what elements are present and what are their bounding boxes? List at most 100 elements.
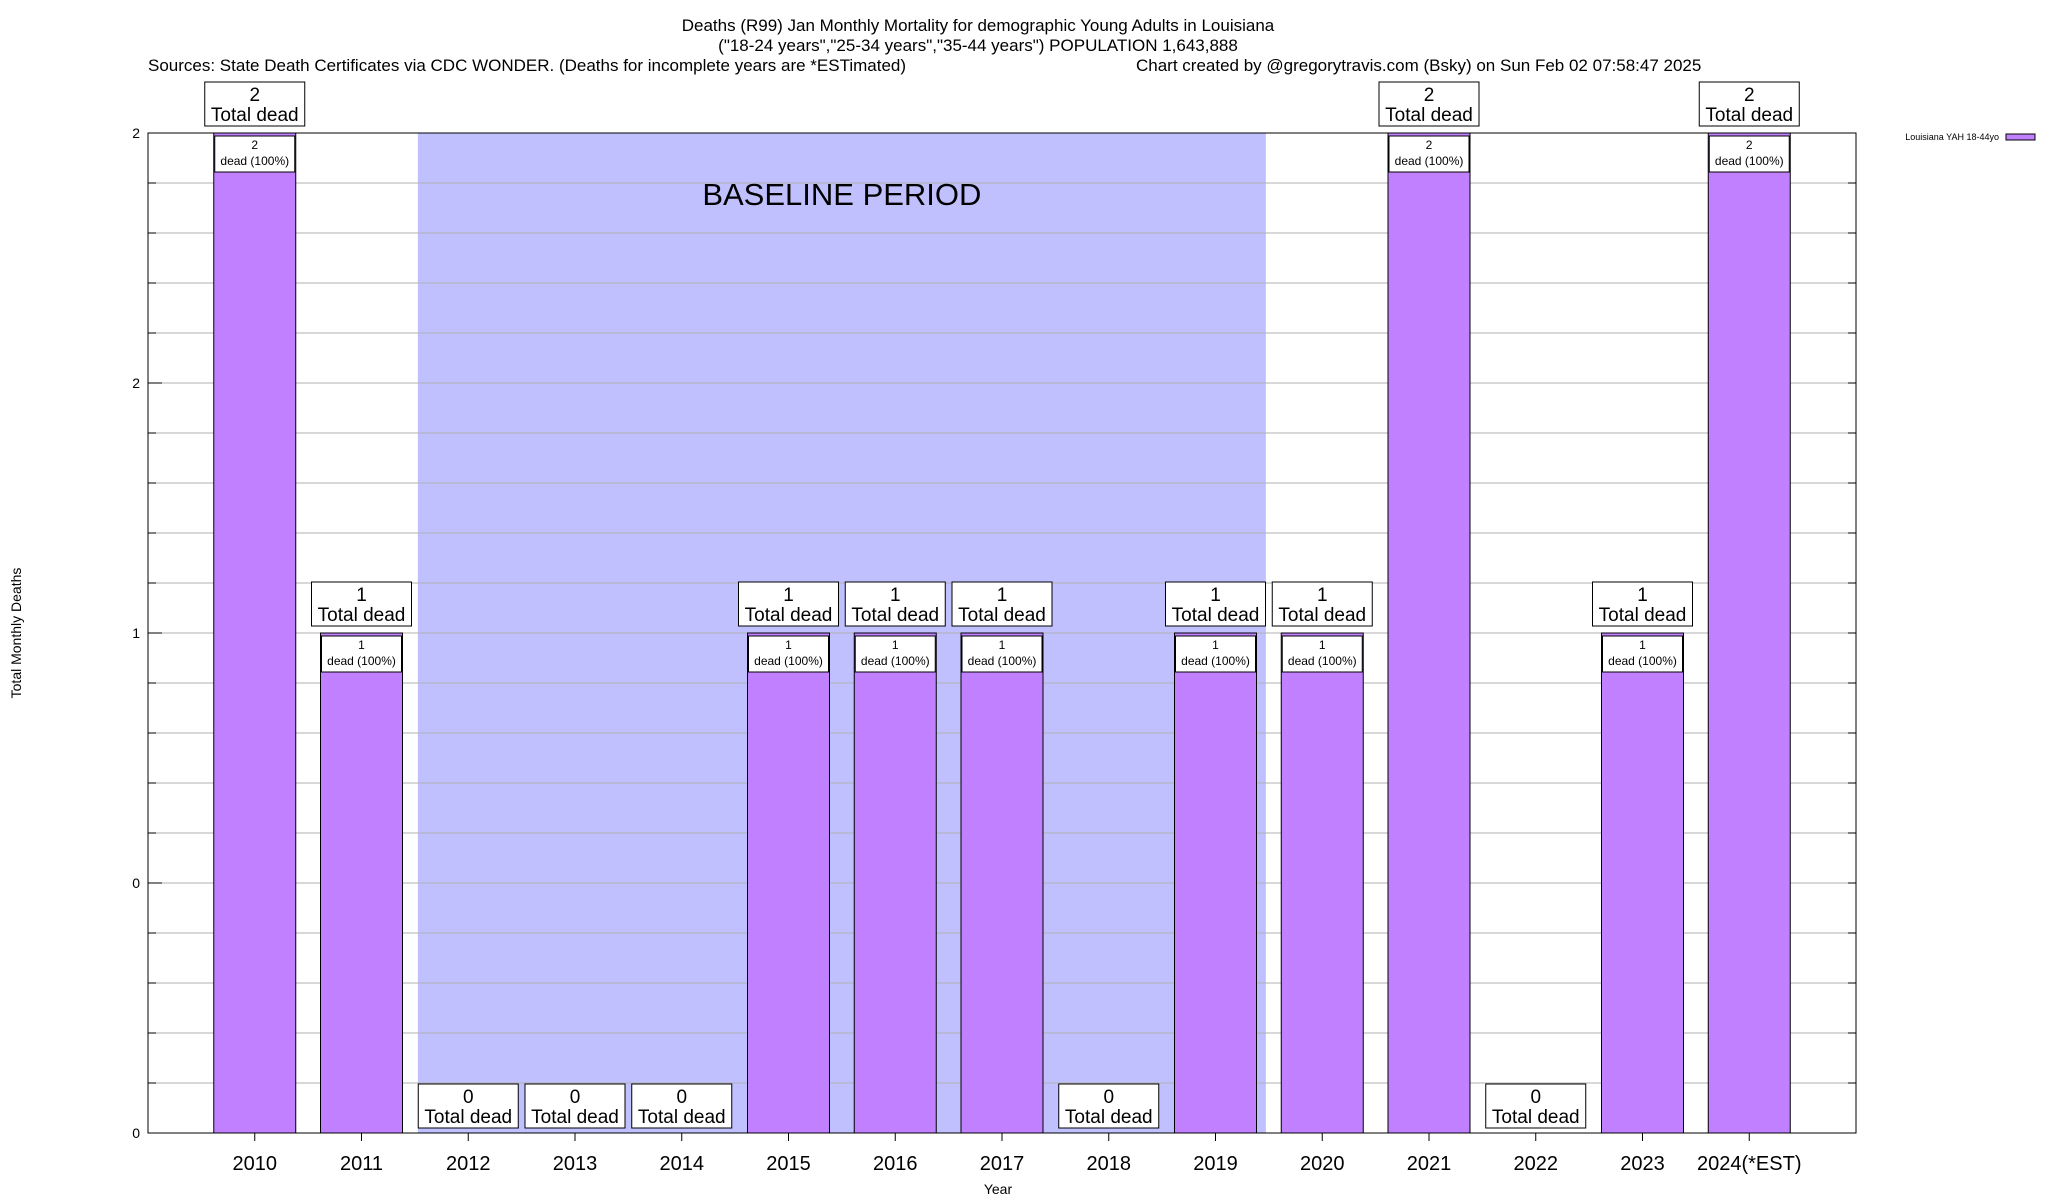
total-label-value: 0 — [463, 1087, 474, 1108]
bar-inner-label-box — [1708, 135, 1790, 173]
total-label-value: 0 — [1530, 1087, 1541, 1108]
total-label-text: Total dead — [211, 105, 299, 126]
bar-inner-label-text: dead (100%) — [1715, 154, 1784, 168]
bar-inner-label-box — [1388, 135, 1470, 173]
total-label-text: Total dead — [745, 605, 833, 626]
total-label-text: Total dead — [638, 1107, 726, 1128]
total-label-text: Total dead — [1599, 605, 1687, 626]
bar-inner-label-value: 2 — [1426, 138, 1433, 152]
total-label-box — [738, 581, 839, 627]
total-label-text: Total dead — [1492, 1107, 1580, 1128]
bar — [1707, 132, 1791, 1134]
y-tick-label: 2 — [132, 375, 140, 391]
bar-inner-label-text: dead (100%) — [220, 154, 289, 168]
bar-inner-label-box — [214, 135, 296, 173]
bar-inner-label-value: 1 — [892, 638, 899, 652]
y-tick-label: 0 — [132, 875, 140, 891]
x-tick-label: 2024(*EST) — [1697, 1153, 1802, 1175]
baseline-period-label: BASELINE PERIOD — [702, 177, 981, 212]
x-tick-label: 2021 — [1407, 1153, 1452, 1175]
total-label-value: 1 — [1317, 585, 1328, 606]
chart-title-block: Deaths (R99) Jan Monthly Mortality for d… — [148, 16, 1701, 75]
bar-inner-label-text: dead (100%) — [754, 654, 823, 668]
bar — [320, 632, 403, 1134]
bar-inner-label-value: 1 — [358, 638, 365, 652]
bar — [213, 132, 297, 1134]
total-label-box — [1058, 1083, 1160, 1129]
bar-inner-label-box — [854, 635, 936, 673]
total-label-text: Total dead — [318, 605, 406, 626]
legend-swatch — [2005, 133, 2036, 141]
total-label-value: 0 — [570, 1087, 581, 1108]
total-label-box — [631, 1083, 733, 1129]
total-label-value: 1 — [356, 585, 367, 606]
chart-sources: Sources: State Death Certificates via CD… — [148, 56, 906, 75]
bar-inner-label-box — [961, 635, 1043, 673]
bar-inner-label-box — [1175, 635, 1256, 673]
x-tick-label: 2015 — [766, 1153, 811, 1175]
total-label-value: 1 — [1637, 585, 1648, 606]
total-label-box — [1592, 581, 1693, 627]
total-label-box — [1698, 81, 1800, 127]
y-tick-label: 2 — [132, 125, 140, 141]
y-tick-label: 1 — [132, 625, 140, 641]
bar — [1601, 632, 1684, 1134]
total-label-text: Total dead — [424, 1107, 512, 1128]
legend: Louisiana YAH 18-44yo — [1905, 132, 2036, 142]
bar-inner-label-value: 1 — [785, 638, 792, 652]
x-tick-label: 2013 — [553, 1153, 598, 1175]
x-tick-label: 2020 — [1300, 1153, 1345, 1175]
x-tick-label: 2011 — [340, 1153, 383, 1175]
x-tick-label: 2022 — [1514, 1153, 1559, 1175]
total-label-value: 2 — [1424, 85, 1435, 106]
bar-inner-label-value: 1 — [999, 638, 1006, 652]
bar — [747, 632, 830, 1134]
bar-inner-label-value: 2 — [1746, 138, 1753, 152]
bar-inner-label-box — [321, 635, 402, 673]
total-label-box — [1165, 581, 1266, 627]
x-tick-label: 2018 — [1087, 1153, 1132, 1175]
bar — [1174, 632, 1257, 1134]
total-label-text: Total dead — [1385, 105, 1473, 126]
total-label-box — [524, 1083, 626, 1129]
total-label-box — [844, 581, 946, 627]
bar — [960, 632, 1044, 1134]
total-label-value: 2 — [249, 85, 260, 106]
total-label-box — [1485, 1083, 1587, 1129]
bar-inner-label-value: 1 — [1212, 638, 1219, 652]
bar-inner-label-text: dead (100%) — [1288, 654, 1357, 668]
y-axis-title: Total Monthly Deaths — [8, 568, 24, 699]
bar-inner-label-text: dead (100%) — [1181, 654, 1250, 668]
total-label-text: Total dead — [851, 605, 939, 626]
chart-subtitle: ("18-24 years","25-34 years","35-44 year… — [718, 36, 1238, 55]
total-label-value: 1 — [1210, 585, 1221, 606]
bar-inner-label-box — [748, 635, 829, 673]
total-label-value: 1 — [890, 585, 901, 606]
x-tick-label: 2016 — [873, 1153, 918, 1175]
bar-inner-label-value: 1 — [1319, 638, 1326, 652]
total-label-box — [1271, 581, 1373, 627]
x-tick-label: 2017 — [980, 1153, 1025, 1175]
x-tick-label: 2010 — [233, 1153, 278, 1175]
total-label-text: Total dead — [531, 1107, 619, 1128]
total-label-value: 2 — [1744, 85, 1755, 106]
bar-inner-label-value: 2 — [251, 138, 258, 152]
total-label-value: 0 — [676, 1087, 687, 1108]
bar-inner-label-text: dead (100%) — [968, 654, 1037, 668]
chart-title: Deaths (R99) Jan Monthly Mortality for d… — [682, 16, 1275, 35]
bar-inner-label-text: dead (100%) — [1395, 154, 1464, 168]
plot-frame — [147, 132, 1857, 1134]
bar-inner-label-text: dead (100%) — [1608, 654, 1677, 668]
bar — [853, 632, 937, 1134]
total-label-value: 0 — [1103, 1087, 1114, 1108]
total-label-box — [1378, 81, 1480, 127]
bar — [1387, 132, 1471, 1134]
bar-inner-label-text: dead (100%) — [327, 654, 396, 668]
bar-inner-label-box — [1602, 635, 1683, 673]
total-label-text: Total dead — [958, 605, 1046, 626]
total-label-box — [311, 581, 412, 627]
x-tick-label: 2019 — [1193, 1153, 1238, 1175]
x-axis-title: Year — [984, 1181, 1013, 1197]
